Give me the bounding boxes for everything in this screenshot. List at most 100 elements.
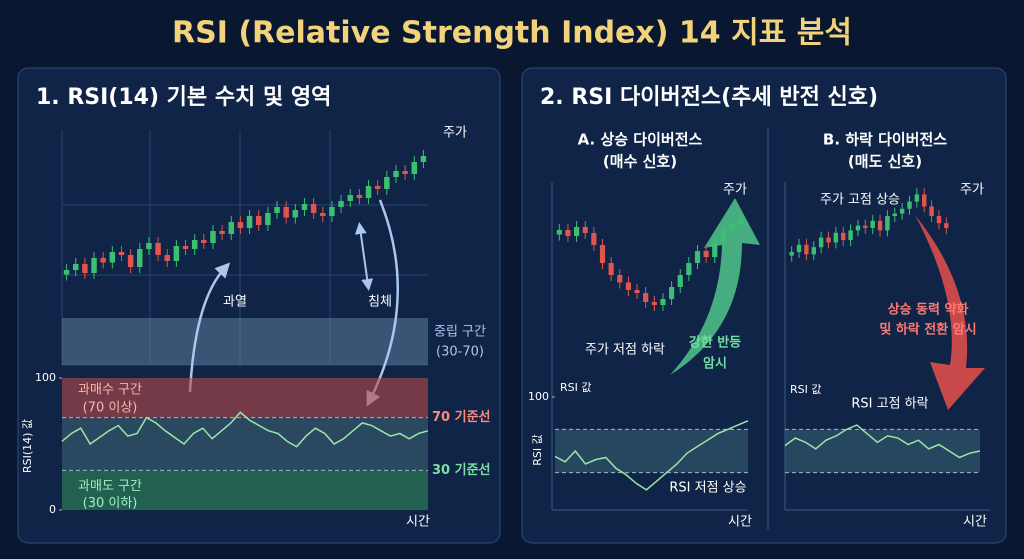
- candle: [703, 251, 709, 257]
- y-axis-label: RSI 값: [531, 434, 544, 466]
- annotation: 주가 고점 상승: [820, 193, 900, 208]
- level-label: 70 기준선: [432, 409, 491, 425]
- subheading: A. 상승 다이버전스: [578, 131, 703, 149]
- candle: [137, 249, 143, 267]
- candle: [804, 244, 809, 255]
- candle: [885, 216, 890, 231]
- y-tick-label: 100: [528, 390, 549, 403]
- y-tick-label: 100: [35, 371, 56, 384]
- candle: [565, 230, 571, 236]
- candle: [826, 237, 831, 243]
- right-panel: [521, 67, 1007, 544]
- annotation: 과열: [223, 295, 247, 310]
- candle: [811, 247, 816, 255]
- neutral-zone: [62, 417, 428, 471]
- annotation: 및 하락 전환 암시: [879, 322, 976, 338]
- arrow: [354, 222, 374, 291]
- page-title: RSI (Relative Strength Index) 14 지표 분석: [172, 16, 852, 51]
- annotation: 중립 구간: [434, 325, 486, 340]
- candle: [818, 237, 824, 248]
- candle: [292, 210, 299, 218]
- candle: [201, 240, 207, 243]
- candle: [246, 216, 253, 228]
- candle: [582, 227, 588, 233]
- rsi-line: [784, 424, 981, 459]
- y-tick-label: 0: [49, 503, 56, 516]
- candle: [899, 208, 905, 214]
- annotation: 주가 저점 하락: [585, 343, 665, 358]
- candle: [892, 213, 897, 216]
- zone-label: 과매도 구간: [78, 479, 142, 494]
- candle: [686, 263, 692, 275]
- candle: [127, 255, 134, 267]
- candle: [173, 246, 180, 261]
- annotation: RSI 고점 하락: [851, 397, 928, 412]
- candle: [789, 252, 794, 256]
- panel-heading: 1. RSI(14) 기본 수치 및 영역: [36, 85, 331, 110]
- candle: [738, 218, 744, 224]
- candle: [384, 177, 390, 189]
- arrow: [670, 198, 760, 375]
- level-label: 30 기준선: [432, 462, 491, 478]
- candle: [310, 204, 317, 213]
- candle: [907, 201, 912, 209]
- zone-label: (30 이하): [83, 496, 138, 511]
- arrow: [366, 199, 399, 407]
- candle: [72, 264, 79, 270]
- price-label: 주가: [960, 183, 984, 198]
- candle: [118, 252, 125, 255]
- candle: [660, 299, 666, 305]
- candle: [82, 264, 88, 273]
- candle: [301, 204, 308, 210]
- x-axis-label: 시간: [728, 515, 752, 530]
- candle: [255, 216, 262, 225]
- candle: [411, 162, 418, 174]
- candle: [320, 213, 326, 216]
- annotation: 암시: [703, 356, 727, 372]
- candle: [677, 275, 683, 287]
- candle: [393, 171, 399, 177]
- candle: [210, 231, 216, 243]
- zone-label: 과매수 구간: [78, 383, 142, 398]
- candle: [848, 230, 853, 240]
- candle: [574, 227, 580, 236]
- candle: [720, 230, 726, 242]
- subheading: B. 하락 다이버전스: [823, 131, 947, 149]
- candle: [356, 195, 363, 198]
- annotation: (30-70): [436, 345, 484, 360]
- candle: [833, 232, 839, 243]
- candle: [841, 232, 846, 240]
- candle: [617, 275, 623, 283]
- candle: [91, 258, 97, 273]
- candle: [870, 220, 875, 228]
- zone-label: (70 이상): [83, 401, 138, 416]
- panel-heading: 2. RSI 다이버전스(추세 반전 신호): [540, 85, 878, 110]
- candle: [877, 220, 883, 231]
- candle: [274, 207, 280, 213]
- candle: [146, 243, 152, 249]
- candle: [365, 186, 372, 198]
- candle: [228, 222, 235, 234]
- subheading: (매도 신호): [848, 153, 922, 171]
- candle: [643, 293, 649, 302]
- candle: [347, 195, 353, 201]
- candle: [855, 225, 861, 231]
- candle: [591, 233, 597, 245]
- candle: [914, 194, 920, 202]
- candle: [729, 224, 735, 230]
- oversold-zone: [62, 470, 428, 510]
- rsi-label: RSI 값: [560, 381, 592, 394]
- candle: [155, 243, 161, 255]
- candle: [936, 216, 942, 224]
- candle: [599, 245, 606, 263]
- rsi-line: [61, 411, 429, 448]
- candle: [283, 207, 289, 218]
- candle: [374, 186, 381, 189]
- candle: [712, 242, 718, 257]
- candle: [265, 213, 271, 225]
- arrow: [915, 215, 985, 410]
- candle: [634, 290, 640, 293]
- price-label: 주가: [723, 183, 747, 198]
- annotation: 상승 동력 약화: [888, 302, 969, 318]
